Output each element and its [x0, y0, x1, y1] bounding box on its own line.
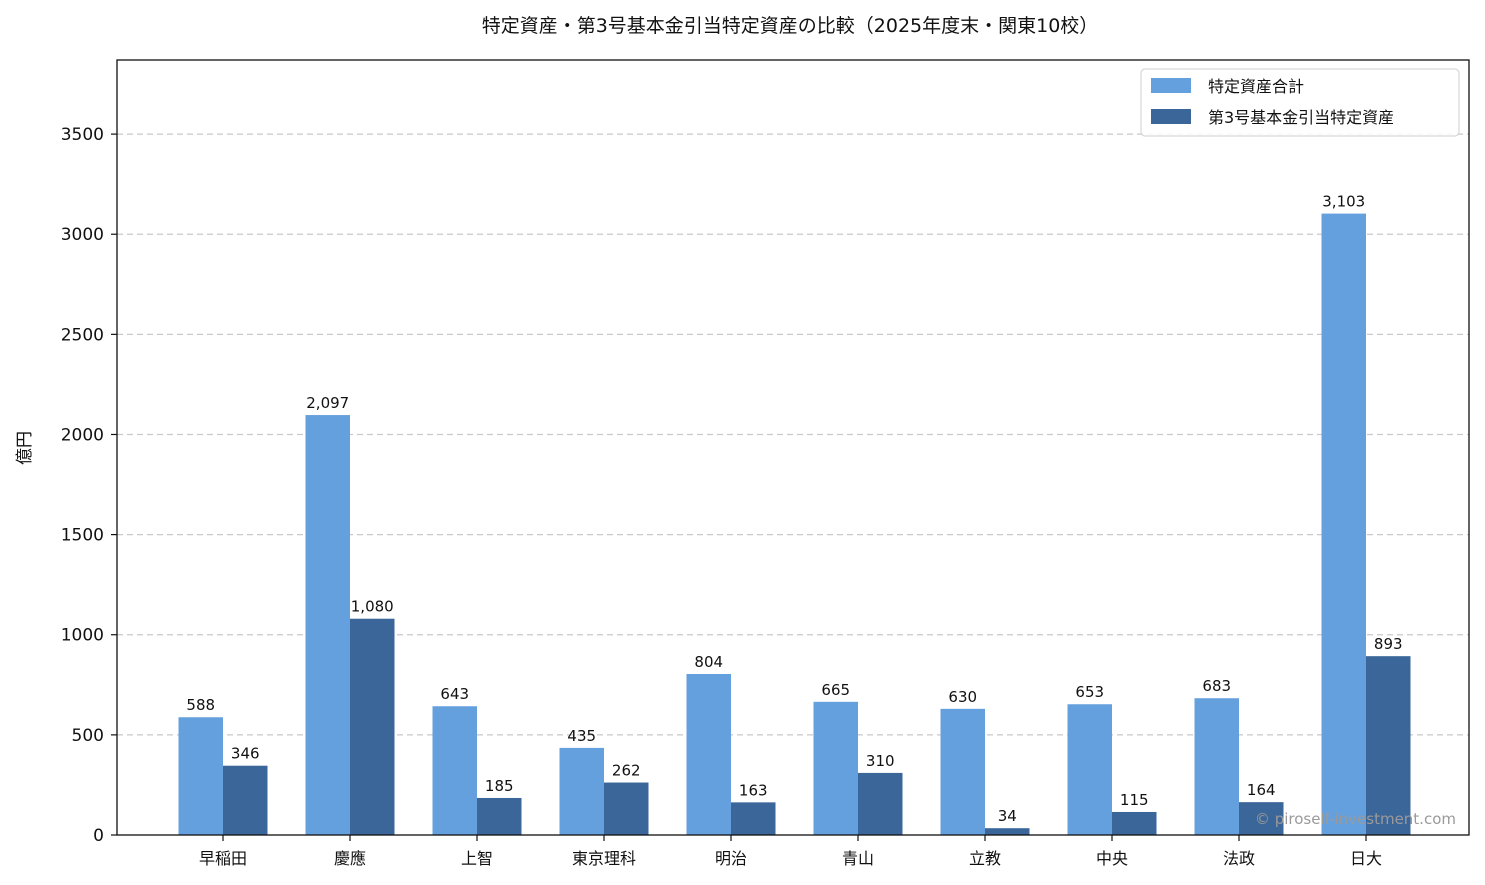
- legend-swatch: [1151, 78, 1191, 93]
- y-tick-label: 500: [72, 726, 104, 746]
- bar-third: [1112, 811, 1157, 835]
- bar-third: [985, 828, 1030, 835]
- bar-third: [731, 802, 776, 835]
- bar-value-label: 643: [440, 685, 469, 703]
- bar-third: [1366, 656, 1411, 835]
- bars: [178, 213, 1411, 835]
- bar-value-label: 346: [231, 745, 260, 763]
- bar-total: [305, 415, 350, 835]
- bar-value-label: 115: [1120, 791, 1149, 809]
- bar-value-label: 185: [485, 777, 514, 795]
- x-tick-label: 法政: [1223, 849, 1255, 868]
- x-tick-label: 中央: [1096, 849, 1128, 868]
- legend-swatch: [1151, 109, 1191, 124]
- y-tick-label: 0: [93, 826, 104, 846]
- x-tick-label: 慶應: [334, 849, 366, 868]
- bar-value-label: 310: [866, 752, 895, 770]
- legend-box: [1140, 68, 1460, 137]
- x-tick-label: 日大: [1350, 849, 1382, 868]
- bar-value-label: 683: [1202, 677, 1231, 695]
- x-tick-label: 東京理科: [572, 849, 636, 868]
- bar-value-label: 2,097: [306, 394, 349, 412]
- bar-value-label: 630: [948, 688, 977, 706]
- bar-value-label: 665: [821, 681, 850, 699]
- bar-third: [223, 765, 268, 835]
- bar-total: [559, 747, 604, 835]
- y-tick-label: 2500: [61, 325, 104, 345]
- y-tick-label: 3000: [61, 225, 104, 245]
- x-tick-label: 立教: [969, 849, 1001, 868]
- y-axis-label: 億円: [15, 431, 35, 465]
- bar-total: [1067, 704, 1112, 835]
- bar-total: [686, 673, 731, 835]
- watermark: © piroself-investment.com: [1255, 810, 1456, 828]
- bar-value-label: 163: [739, 781, 768, 799]
- bar-third: [1239, 802, 1284, 835]
- bar-value-label: 804: [694, 653, 723, 671]
- y-axis: 0 500 1000 1500 2000 2500 3000 3500: [61, 125, 117, 846]
- value-labels: 588 346 2,097 1,080 643 185 435 262 804 163 665 310…: [186, 193, 1402, 826]
- x-axis: 早稲田 慶應 上智 東京理科 明治 青山 立教 中央 法政 日大: [199, 835, 1382, 868]
- bar-value-label: 893: [1374, 635, 1403, 653]
- x-tick-label: 明治: [715, 849, 747, 868]
- bar-third: [604, 782, 649, 835]
- bar-third: [350, 618, 395, 835]
- legend-label: 第3号基本金引当特定資産: [1208, 108, 1394, 127]
- bar-total: [813, 701, 858, 835]
- bar-value-label: 3,103: [1322, 193, 1365, 211]
- legend-label: 特定資産合計: [1208, 77, 1304, 96]
- x-tick-label: 早稲田: [199, 849, 247, 868]
- x-tick-label: 上智: [461, 849, 493, 868]
- bar-third: [477, 797, 522, 835]
- chart-title: 特定資産・第3号基本金引当特定資産の比較（2025年度末・関東10校）: [482, 15, 1099, 37]
- bar-third: [858, 772, 903, 835]
- x-tick-label: 青山: [842, 849, 874, 868]
- bar-total: [432, 706, 477, 835]
- y-tick-label: 3500: [61, 125, 104, 145]
- y-tick-label: 2000: [61, 425, 104, 445]
- bar-value-label: 653: [1075, 683, 1104, 701]
- bar-total: [178, 717, 223, 835]
- bar-value-label: 34: [998, 807, 1017, 825]
- bar-value-label: 164: [1247, 781, 1276, 799]
- bar-value-label: 1,080: [351, 598, 394, 616]
- y-tick-label: 1500: [61, 526, 104, 546]
- bar-total: [1194, 698, 1239, 835]
- bar-value-label: 435: [567, 727, 596, 745]
- bar-total: [940, 708, 985, 835]
- plot-frame: [116, 59, 1470, 836]
- bar-value-label: 588: [186, 696, 215, 714]
- y-tick-label: 1000: [61, 626, 104, 646]
- bar-value-label: 262: [612, 762, 641, 780]
- bar-total: [1321, 213, 1366, 835]
